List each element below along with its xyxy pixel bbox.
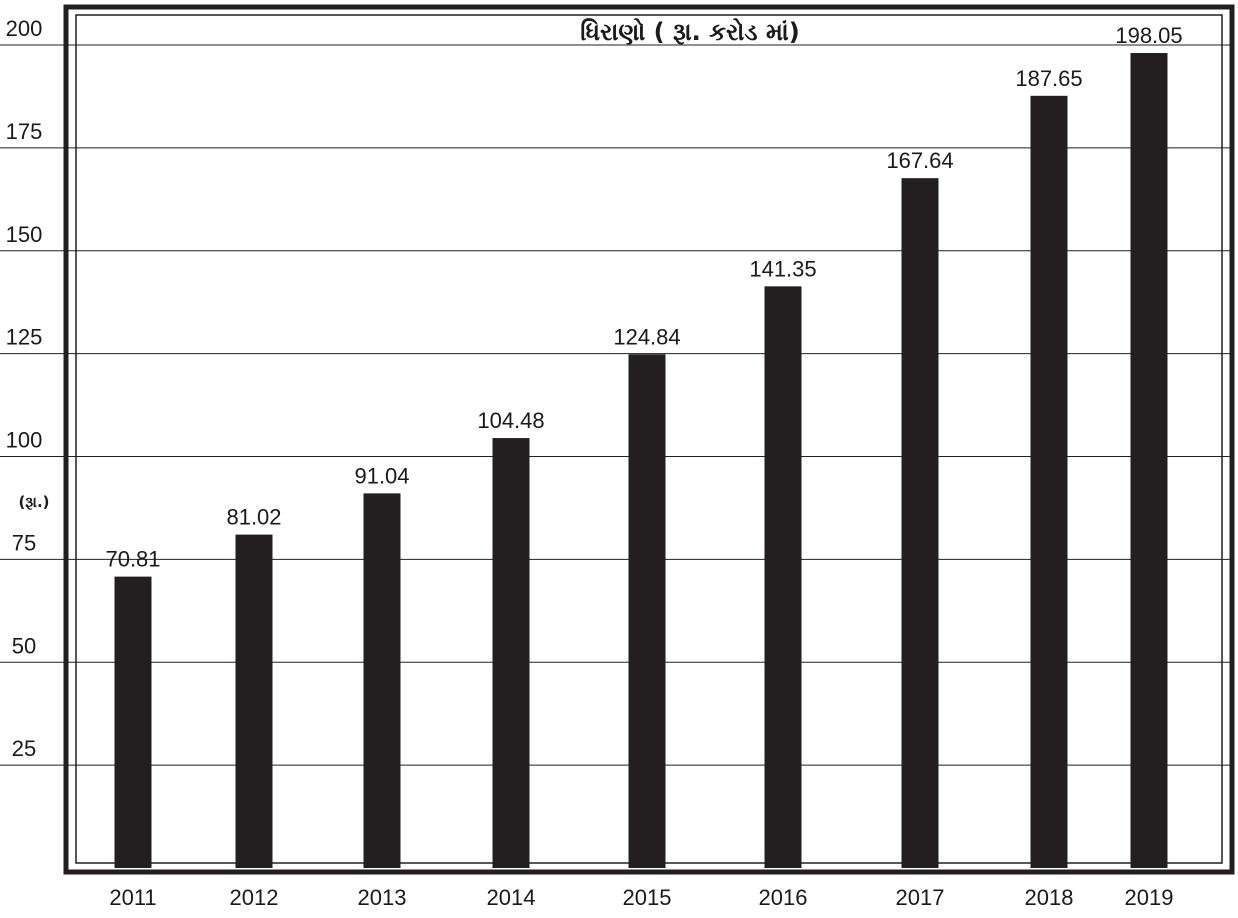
x-axis-tick-labels: 2011 2012 2013 2014 2015 2016 2017 2018 2019	[109, 885, 1173, 910]
bar	[114, 576, 152, 868]
data-label: 167.64	[886, 148, 953, 173]
chart-frame-outer	[63, 4, 1235, 875]
y-tick-label: 50	[12, 633, 36, 658]
y-axis-tick-labels: 25 50 75 100 125 150 175 200	[6, 16, 43, 761]
y-tick-label: 175	[6, 119, 43, 144]
bars	[114, 53, 1168, 869]
data-label: 104.48	[477, 408, 544, 433]
x-tick-label: 2015	[623, 885, 672, 910]
data-label: 187.65	[1015, 66, 1082, 91]
bar	[492, 438, 530, 868]
bar	[363, 493, 401, 868]
data-label: 81.02	[226, 505, 281, 530]
y-tick-label: 100	[6, 428, 43, 453]
data-label: 198.05	[1115, 23, 1182, 48]
x-tick-label: 2012	[230, 885, 279, 910]
bar	[628, 354, 666, 868]
x-tick-label: 2018	[1025, 885, 1074, 910]
x-tick-label: 2011	[109, 885, 156, 910]
data-label: 141.35	[749, 256, 816, 281]
data-label: 91.04	[354, 463, 409, 488]
data-labels: 70.81 81.02 91.04 104.48 124.84 141.35 167.64 1…	[105, 23, 1182, 572]
y-axis-label: (રૂા.)	[18, 493, 49, 511]
y-tick-label: 75	[12, 530, 36, 555]
bar	[901, 178, 939, 869]
bar	[1130, 53, 1168, 869]
x-tick-label: 2016	[759, 885, 808, 910]
y-tick-label: 200	[6, 16, 43, 41]
x-tick-label: 2013	[358, 885, 407, 910]
data-label: 124.84	[613, 324, 680, 349]
x-tick-label: 2014	[487, 885, 536, 910]
y-tick-label: 25	[12, 736, 36, 761]
bar	[1030, 95, 1068, 868]
chart-title: ધિરાણો ( રૂા. કરોડ માં)	[580, 17, 800, 46]
y-tick-label: 150	[6, 222, 43, 247]
data-label: 70.81	[105, 547, 160, 572]
x-tick-label: 2017	[896, 885, 945, 910]
gridlines	[0, 44, 1232, 766]
y-tick-label: 125	[6, 325, 43, 350]
bar	[764, 286, 802, 869]
bar	[235, 534, 273, 868]
x-tick-label: 2019	[1125, 885, 1174, 910]
